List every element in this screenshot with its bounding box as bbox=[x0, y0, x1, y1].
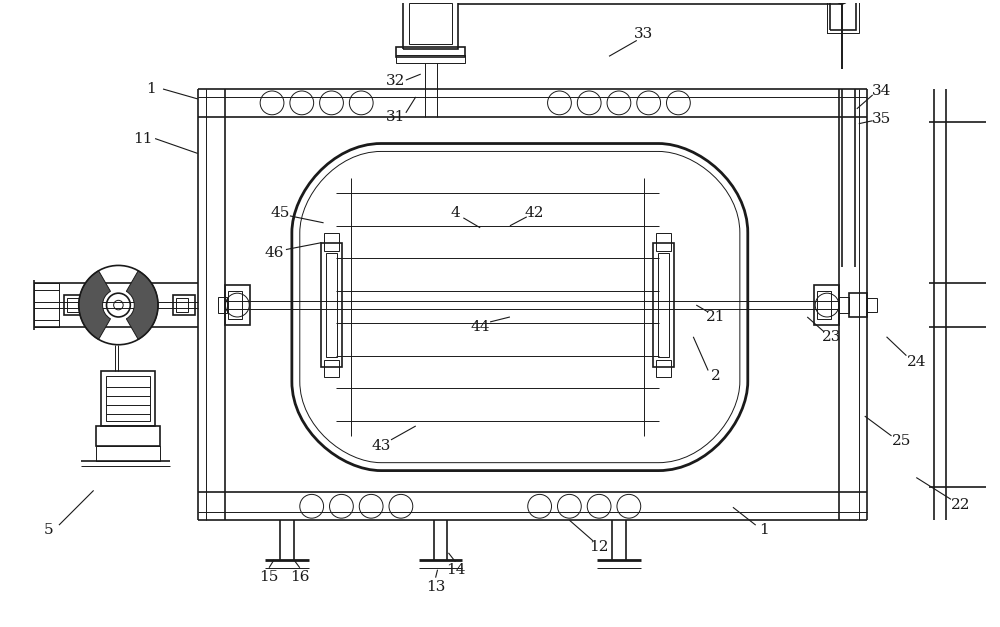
Wedge shape bbox=[126, 271, 158, 339]
Text: 21: 21 bbox=[706, 310, 726, 324]
Text: 1: 1 bbox=[146, 82, 156, 96]
Text: 44: 44 bbox=[470, 320, 490, 334]
Text: 5: 5 bbox=[44, 523, 54, 537]
Text: 4: 4 bbox=[451, 206, 460, 220]
Text: 42: 42 bbox=[525, 206, 544, 220]
Bar bbox=[64, 295, 86, 315]
Text: 16: 16 bbox=[290, 570, 310, 584]
Text: 15: 15 bbox=[259, 570, 279, 584]
Text: 31: 31 bbox=[386, 110, 406, 124]
Bar bbox=[96, 446, 160, 461]
Text: 43: 43 bbox=[371, 439, 391, 453]
Text: 24: 24 bbox=[907, 355, 926, 369]
Text: 13: 13 bbox=[426, 579, 445, 594]
Bar bbox=[867, 298, 877, 312]
Bar bbox=[106, 376, 150, 421]
Bar bbox=[228, 291, 242, 319]
Bar bbox=[839, 297, 849, 313]
Text: 12: 12 bbox=[589, 540, 609, 554]
Text: 32: 32 bbox=[386, 74, 406, 88]
Bar bbox=[324, 360, 339, 377]
Text: 2: 2 bbox=[711, 369, 721, 384]
Bar bbox=[176, 298, 188, 312]
Text: 33: 33 bbox=[634, 28, 653, 41]
Text: 35: 35 bbox=[872, 112, 891, 126]
Bar bbox=[324, 233, 339, 251]
Bar bbox=[396, 55, 465, 63]
Bar bbox=[218, 297, 227, 313]
Bar bbox=[653, 243, 674, 367]
Bar bbox=[817, 291, 831, 319]
Text: 22: 22 bbox=[951, 498, 971, 512]
Bar bbox=[658, 253, 669, 357]
Bar bbox=[225, 285, 250, 325]
Bar bbox=[849, 293, 867, 317]
Text: 1: 1 bbox=[759, 523, 769, 537]
Bar bbox=[656, 233, 671, 251]
Text: 45: 45 bbox=[270, 206, 290, 220]
Wedge shape bbox=[79, 271, 110, 339]
Text: 25: 25 bbox=[892, 434, 911, 448]
Text: 14: 14 bbox=[446, 562, 465, 577]
Text: 11: 11 bbox=[133, 132, 153, 145]
Bar bbox=[67, 298, 79, 312]
Bar bbox=[326, 253, 337, 357]
Bar bbox=[321, 243, 342, 367]
Bar bbox=[396, 48, 465, 57]
Bar bbox=[830, 0, 856, 29]
Bar bbox=[827, 0, 859, 33]
Text: 34: 34 bbox=[872, 84, 891, 98]
Bar bbox=[101, 371, 155, 426]
Bar bbox=[656, 360, 671, 377]
Bar bbox=[409, 3, 452, 45]
Bar bbox=[96, 426, 160, 446]
Text: 23: 23 bbox=[822, 330, 842, 344]
Text: 46: 46 bbox=[264, 246, 284, 260]
Bar bbox=[34, 283, 59, 327]
Bar bbox=[403, 0, 458, 50]
Bar bbox=[173, 295, 195, 315]
Bar bbox=[814, 285, 839, 325]
